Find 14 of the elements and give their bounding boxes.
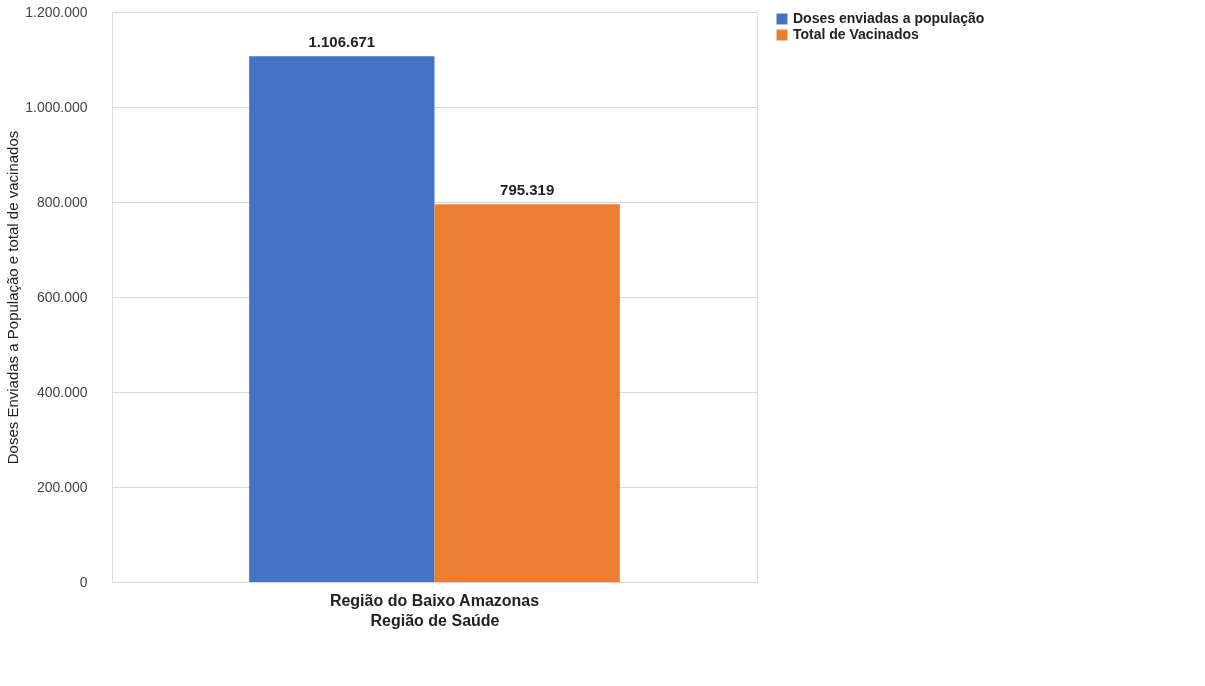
y-tick-label: 1.000.000 <box>25 98 88 115</box>
y-tick-label: 0 <box>79 573 88 590</box>
y-tick-label: 400.000 <box>36 383 88 400</box>
data-label: 795.319 <box>500 181 555 199</box>
legend-label: Doses enviadas a população <box>793 10 985 26</box>
x-tick-label: Região do Baixo Amazonas <box>329 591 540 609</box>
y-axis-title: Doses Enviadas a População e total de vacinados <box>4 130 22 465</box>
y-tick-label: 600.000 <box>36 288 88 305</box>
x-axis-title: Região de Saúde <box>370 611 500 629</box>
y-tick-label: 800.000 <box>36 193 88 210</box>
y-tick-label: 1.200.000 <box>25 3 88 20</box>
data-label: 1.106.671 <box>308 33 376 51</box>
y-tick-label: 200.000 <box>36 478 88 495</box>
legend-label: Total de Vacinados <box>793 26 919 42</box>
